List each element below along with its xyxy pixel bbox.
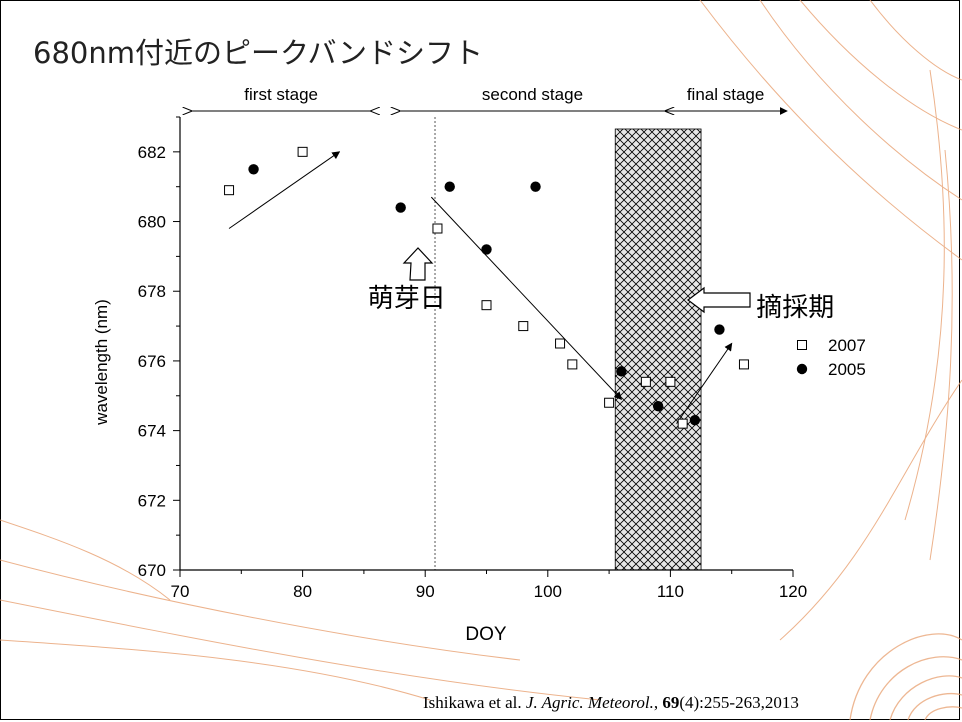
x-tick-label: 110	[657, 582, 684, 601]
budding-arrow-icon	[402, 247, 434, 281]
x-tick-label: 90	[416, 582, 435, 601]
citation-volume: 69	[662, 693, 680, 712]
point-2005	[395, 202, 406, 213]
budding-day-label: 萌芽日	[368, 284, 446, 314]
legend-label-2007: 2007	[828, 336, 866, 355]
legend-marker-2005	[796, 363, 808, 375]
point-2007	[677, 418, 688, 429]
legend-marker-2007	[797, 340, 807, 350]
citation: Ishikawa et al. J. Agric. Meteorol., 69(…	[423, 693, 799, 713]
trend-arrow-1	[228, 151, 341, 229]
y-axis-label: wavelength (nm)	[92, 299, 111, 426]
y-tick-label: 682	[138, 143, 166, 162]
x-tick-label: 80	[293, 582, 312, 601]
point-2005	[248, 164, 259, 175]
point-2007	[297, 146, 308, 157]
citation-pages: (4):255-263,2013	[679, 693, 799, 712]
y-tick-label: 680	[138, 213, 166, 232]
y-tick-label: 674	[138, 422, 166, 441]
point-2007	[224, 185, 235, 196]
y-tick-label: 676	[138, 352, 166, 371]
stage-label-3: final stage	[687, 85, 765, 104]
point-2005	[481, 244, 492, 255]
plucking-period-label: 摘採期	[756, 293, 834, 323]
point-2005	[689, 414, 701, 426]
point-2007	[567, 359, 578, 370]
citation-authors: Ishikawa et al.	[423, 693, 526, 712]
x-tick-label: 70	[171, 582, 190, 601]
y-tick-label: 678	[138, 282, 166, 301]
point-2007	[604, 397, 615, 408]
slide-title: 680nm付近のピークバンドシフト	[33, 36, 483, 70]
point-2007	[481, 300, 492, 311]
plucking-arrow-icon	[687, 286, 751, 314]
point-2007	[432, 223, 443, 234]
trend-arrow-2	[430, 196, 623, 400]
citation-comma: ,	[653, 693, 663, 712]
point-2007	[738, 359, 749, 370]
y-tick-label: 672	[138, 491, 166, 510]
point-2007	[518, 321, 529, 332]
x-tick-label: 120	[779, 582, 807, 601]
stage-label-2: second stage	[482, 85, 583, 104]
point-2007	[665, 376, 676, 387]
x-axis-label: DOY	[465, 624, 507, 645]
point-2005	[530, 181, 541, 192]
legend-label-2005: 2005	[828, 360, 866, 379]
stage-label-1: first stage	[244, 85, 318, 104]
point-2007	[555, 338, 566, 349]
point-2007	[640, 376, 651, 387]
citation-journal: J. Agric. Meteorol.	[525, 693, 654, 712]
x-tick-label: 100	[534, 582, 562, 601]
shaded-region-plucking-period	[614, 128, 702, 571]
point-2005	[444, 181, 455, 192]
y-tick-label: 670	[138, 561, 166, 580]
point-2005	[652, 401, 664, 412]
trend-arrow-3	[676, 342, 733, 424]
point-2005	[714, 324, 725, 335]
point-2005	[616, 366, 627, 377]
